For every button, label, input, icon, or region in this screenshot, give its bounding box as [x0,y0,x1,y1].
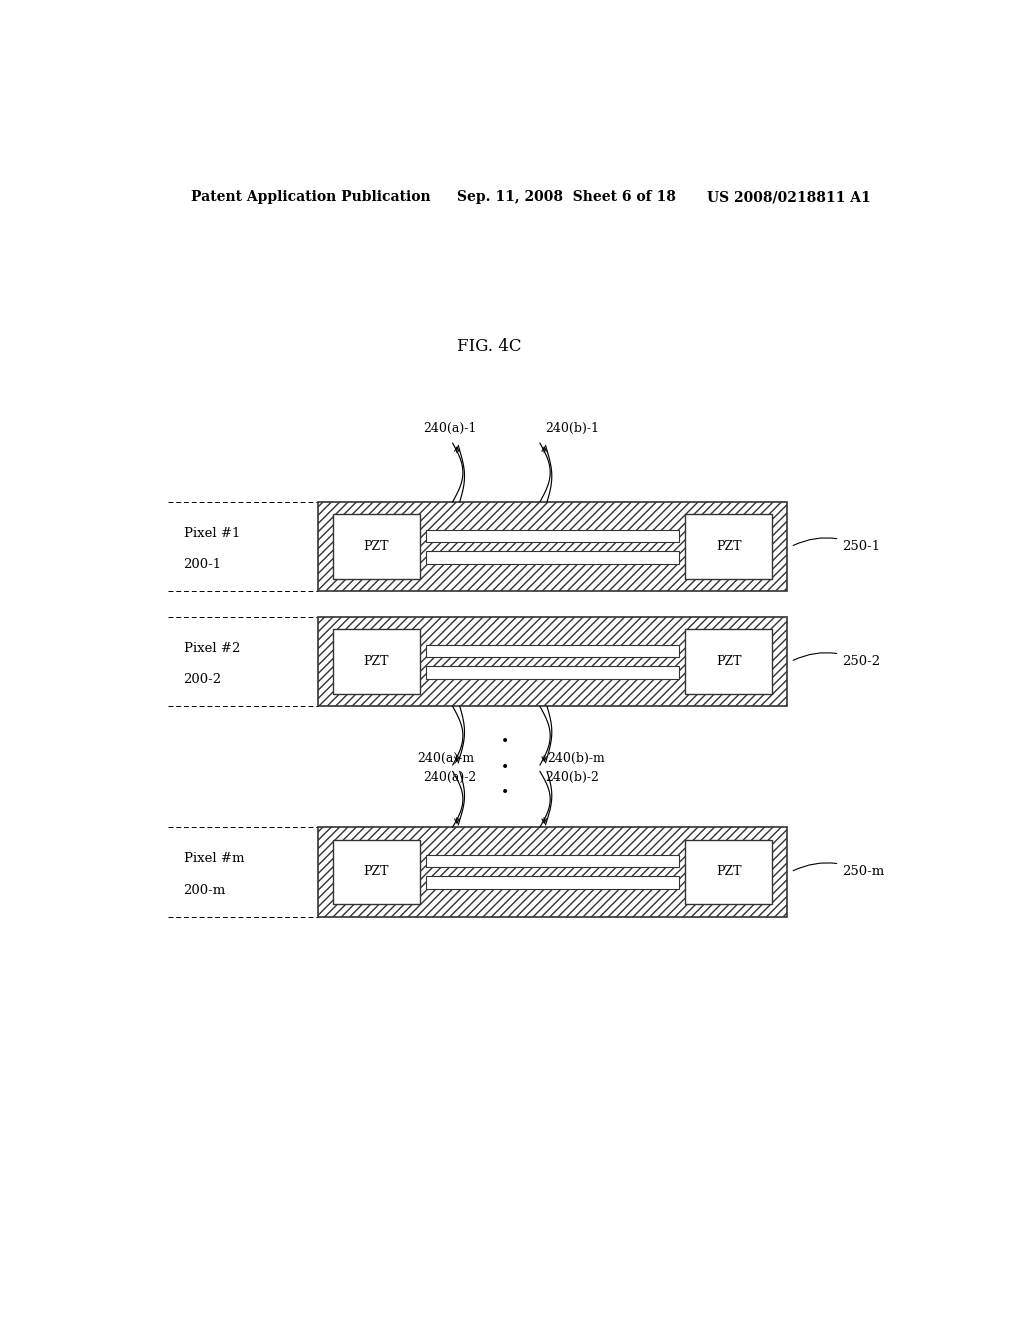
Text: FIG. 4C: FIG. 4C [457,338,521,355]
Bar [333,515,420,579]
Text: 240(b)-m: 240(b)-m [548,752,605,766]
Text: •: • [501,760,509,774]
Bar [333,630,420,694]
Text: 250-1: 250-1 [794,537,881,553]
Text: Pixel #1: Pixel #1 [183,527,240,540]
Text: PZT: PZT [716,866,741,878]
Text: 250-2: 250-2 [794,652,881,668]
Bar [426,667,679,678]
Text: PZT: PZT [364,655,389,668]
Text: Patent Application Publication: Patent Application Publication [191,190,431,205]
Text: 240(a)-m: 240(a)-m [417,752,474,766]
Text: 200-2: 200-2 [183,673,221,686]
Text: PZT: PZT [716,540,741,553]
Text: PZT: PZT [716,655,741,668]
Bar [318,502,786,591]
Bar [685,840,772,904]
Text: Pixel #2: Pixel #2 [183,642,240,655]
Text: PZT: PZT [364,866,389,878]
Text: •: • [501,734,509,748]
Bar [426,644,679,657]
Bar [426,552,679,564]
Text: 240(b)-2: 240(b)-2 [546,771,599,784]
Bar [426,529,679,543]
Bar [426,876,679,888]
Bar [318,828,786,916]
Text: Sep. 11, 2008  Sheet 6 of 18: Sep. 11, 2008 Sheet 6 of 18 [458,190,676,205]
Bar [426,855,679,867]
Text: 200-1: 200-1 [183,558,221,572]
Text: 240(a)-2: 240(a)-2 [423,771,476,784]
Bar [685,630,772,694]
Text: US 2008/0218811 A1: US 2008/0218811 A1 [708,190,871,205]
Text: Pixel #m: Pixel #m [183,853,244,865]
Text: 250-m: 250-m [794,863,885,878]
Text: 240(b)-1: 240(b)-1 [546,422,599,434]
Bar [333,840,420,904]
Bar [685,515,772,579]
Text: 200-m: 200-m [183,883,226,896]
Text: PZT: PZT [364,540,389,553]
Text: 240(a)-1: 240(a)-1 [423,422,476,434]
Text: •: • [501,785,509,799]
Bar [318,616,786,706]
